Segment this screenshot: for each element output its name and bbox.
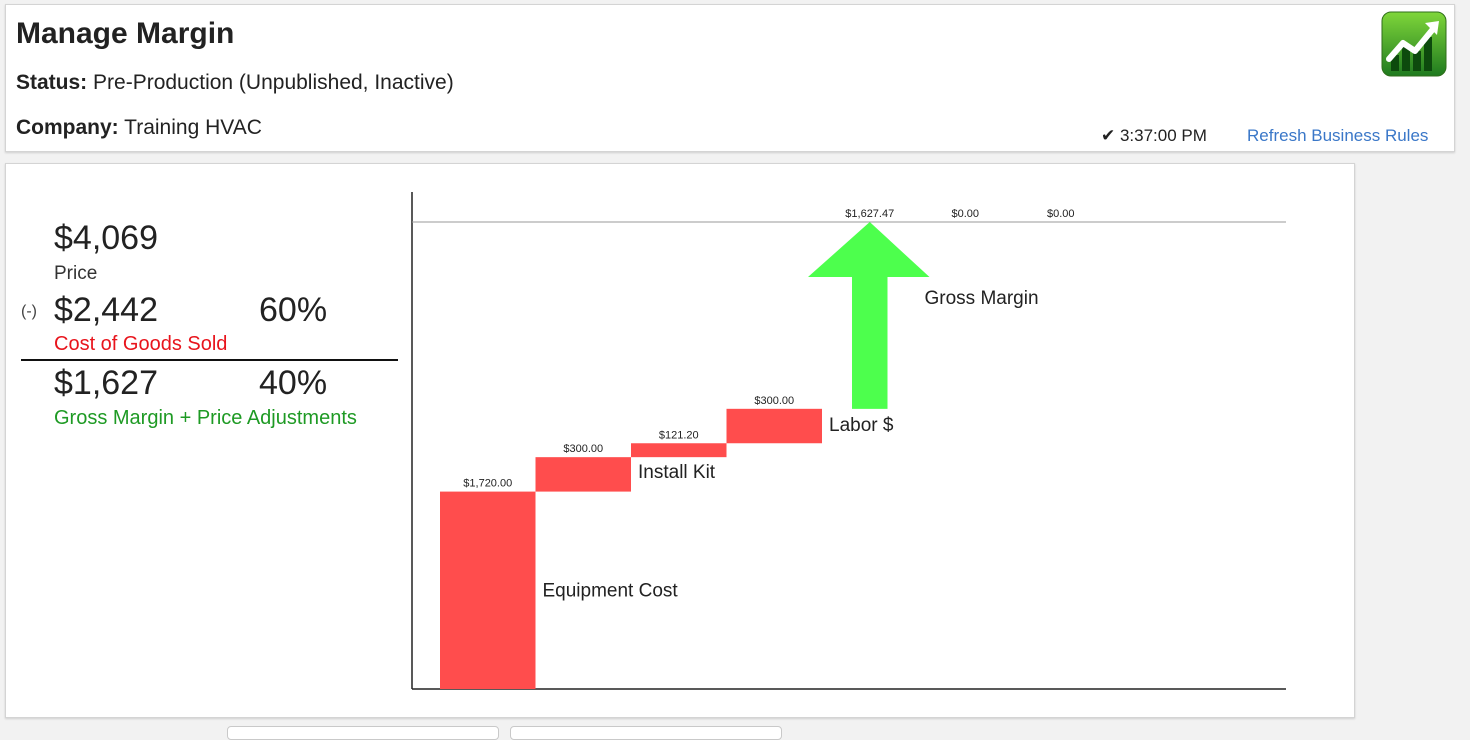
price-value: $4,069 xyxy=(54,219,158,257)
summary-divider xyxy=(21,359,398,361)
bar-value-label: $1,627.47 xyxy=(845,208,894,220)
bar-value-label: $121.20 xyxy=(659,429,699,441)
margin-percent: 40% xyxy=(259,364,328,402)
company-value: Training HVAC xyxy=(124,116,262,139)
margin-value: $1,627 xyxy=(54,364,158,402)
waterfall-bar xyxy=(631,443,727,458)
bar-value-label: $300.00 xyxy=(754,395,794,407)
waterfall-bar xyxy=(726,408,822,444)
cogs-value: $2,442 xyxy=(54,291,158,329)
company-label: Company: xyxy=(16,116,119,139)
minus-sign: (-) xyxy=(21,303,37,320)
bar-category-label: Labor $ xyxy=(829,415,894,436)
bottom-tab-1[interactable] xyxy=(227,726,499,740)
bar-value-label: $0.00 xyxy=(1047,208,1075,220)
bar-category-label: Equipment Cost xyxy=(543,581,679,602)
bar-category-label: Gross Margin xyxy=(925,288,1039,309)
last-refresh-time: ✔ 3:37:00 PM xyxy=(1101,126,1207,145)
page-title: Manage Margin xyxy=(16,17,235,50)
margin-label: Gross Margin + Price Adjustments xyxy=(54,407,357,429)
cogs-label: Cost of Goods Sold xyxy=(54,333,228,355)
header-panel: Manage Margin Status: Pre-Production (Un… xyxy=(5,4,1455,152)
price-label: Price xyxy=(54,263,98,284)
waterfall-bar xyxy=(440,491,536,689)
refresh-business-rules-link[interactable]: Refresh Business Rules xyxy=(1247,126,1429,145)
bar-value-label: $1,720.00 xyxy=(463,478,512,490)
bar-category-label: Install Kit xyxy=(638,462,716,483)
waterfall-bar xyxy=(535,457,631,492)
chart-panel: $4,069 Price (-) $2,442 60% Cost of Good… xyxy=(5,163,1355,718)
bar-value-label: $300.00 xyxy=(563,443,603,455)
bar-value-label: $0.00 xyxy=(951,208,979,220)
company-line: Company: Training HVAC xyxy=(16,116,262,140)
status-line: Status: Pre-Production (Unpublished, Ina… xyxy=(16,71,454,95)
status-value: Pre-Production (Unpublished, Inactive) xyxy=(93,71,454,94)
cogs-percent: 60% xyxy=(259,291,328,329)
bottom-tab-2[interactable] xyxy=(510,726,782,740)
status-label: Status: xyxy=(16,71,88,94)
margin-chart-icon xyxy=(1381,11,1447,77)
waterfall-chart: $1,720.00 Equipment Cost $300.00 Install Ki… xyxy=(411,192,1286,690)
gross-margin-arrow xyxy=(808,222,930,409)
